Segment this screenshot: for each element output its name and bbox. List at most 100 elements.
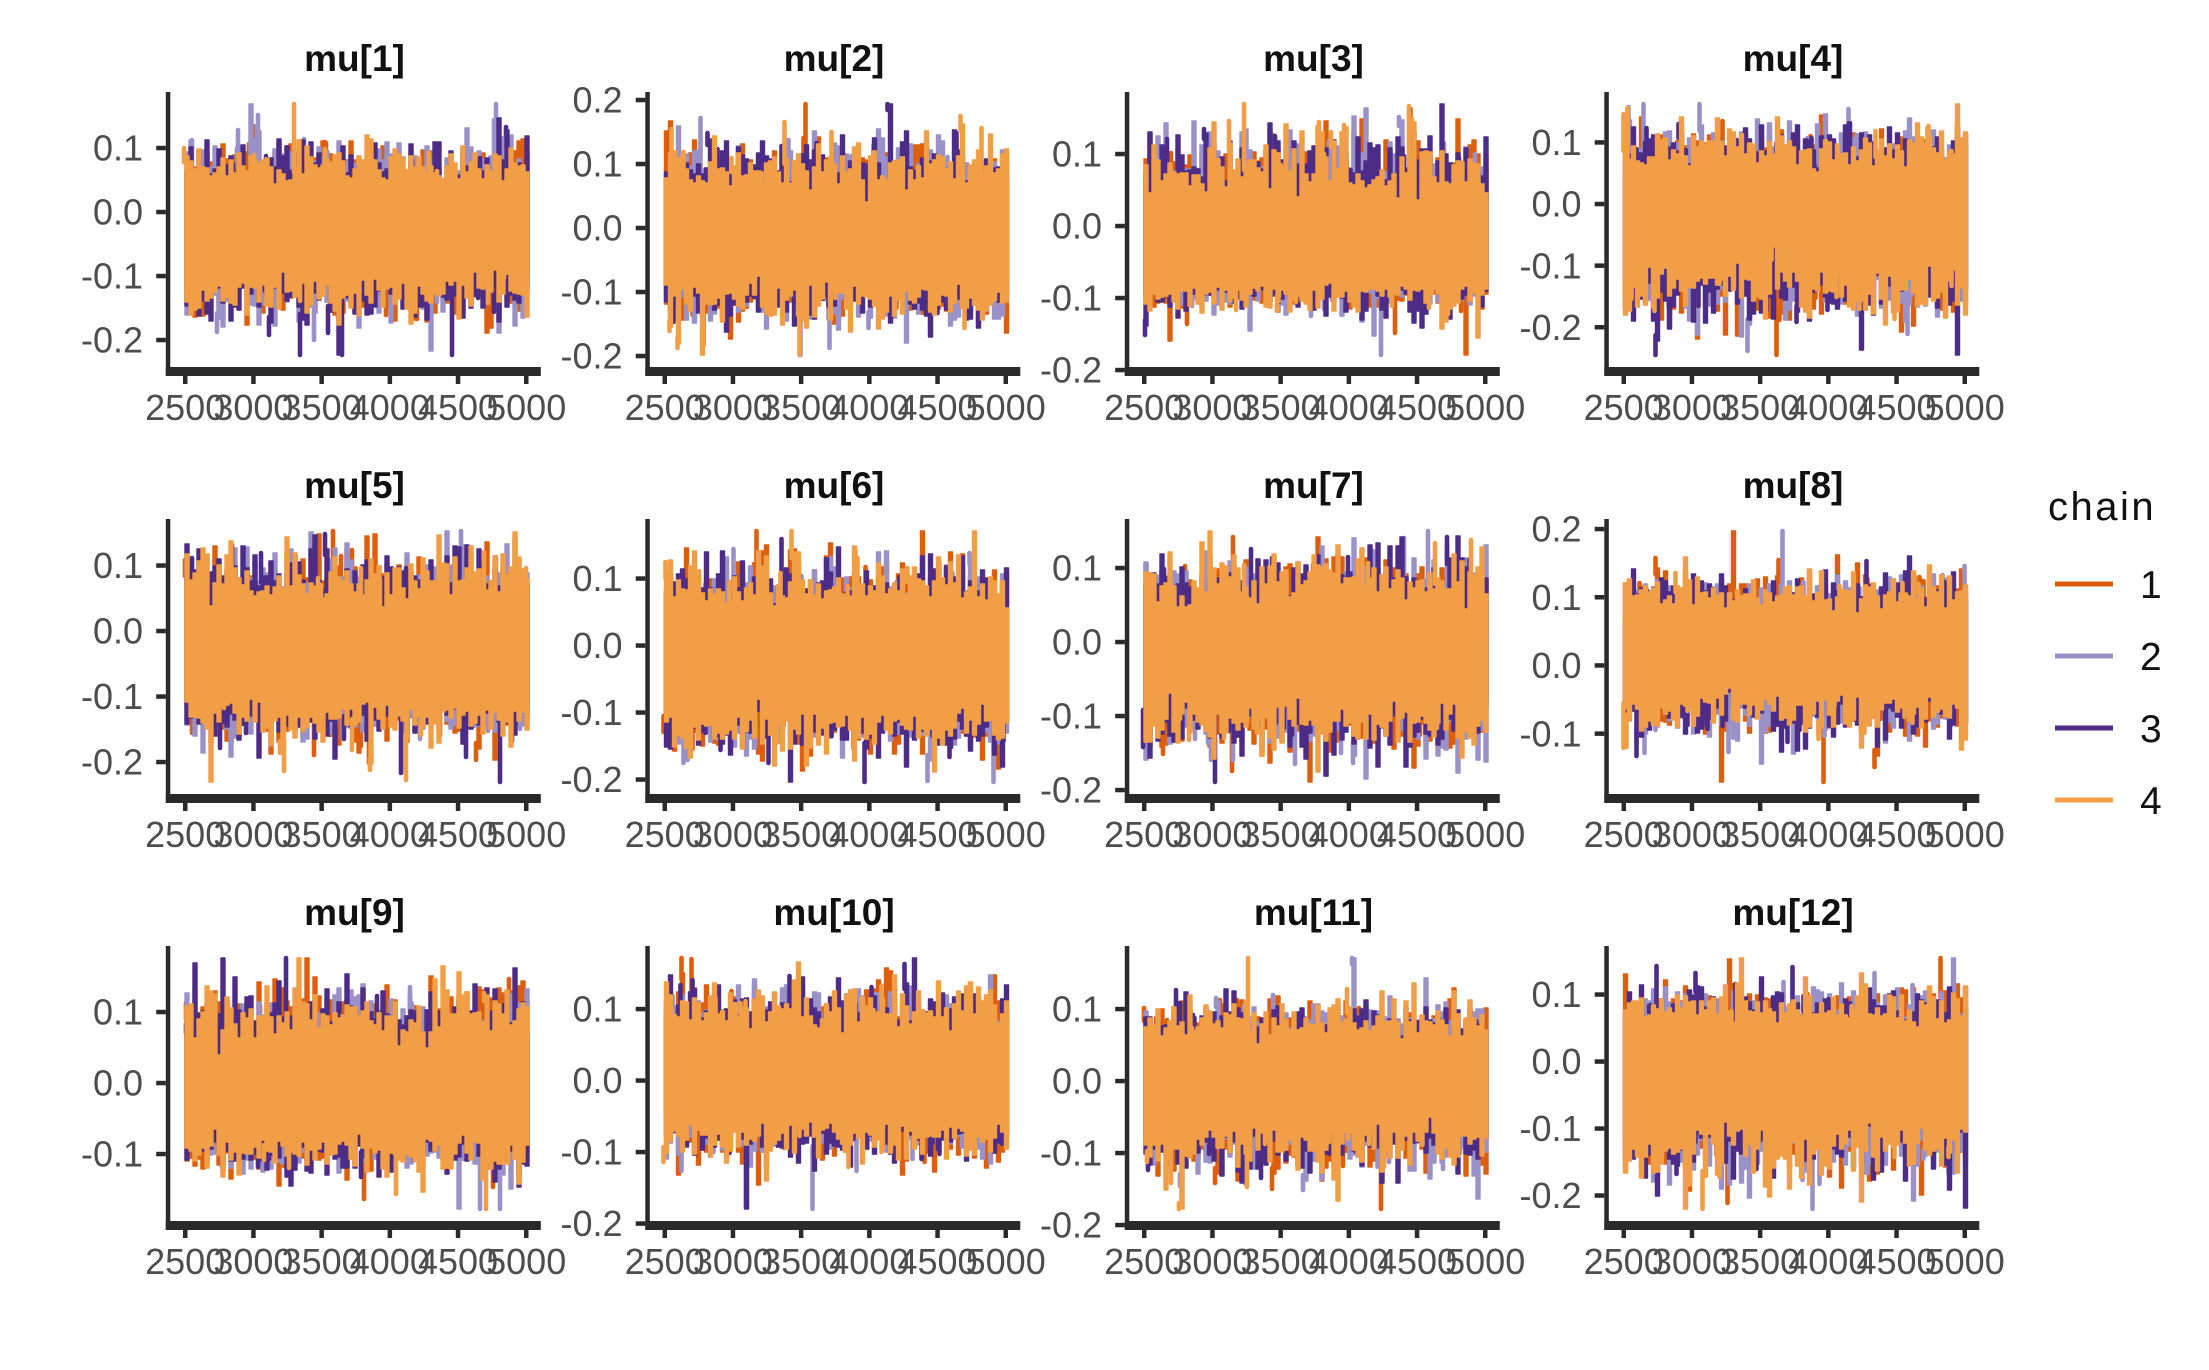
svg-text:chain: chain: [2048, 485, 2156, 529]
svg-text:5000: 5000: [1445, 814, 1525, 855]
svg-text:4500: 4500: [418, 814, 498, 855]
svg-text:4000: 4000: [1309, 387, 1389, 428]
svg-text:0.2: 0.2: [1531, 509, 1581, 550]
svg-text:2500: 2500: [625, 1241, 705, 1282]
svg-text:3000: 3000: [1652, 387, 1732, 428]
svg-text:mu[8]: mu[8]: [1743, 465, 1844, 506]
svg-text:3500: 3500: [761, 814, 841, 855]
svg-text:2500: 2500: [145, 387, 225, 428]
svg-text:2500: 2500: [1584, 1241, 1664, 1282]
svg-text:0.1: 0.1: [1531, 974, 1581, 1015]
svg-text:-0.2: -0.2: [1040, 770, 1102, 811]
svg-text:5000: 5000: [1445, 387, 1525, 428]
svg-text:1: 1: [2140, 564, 2162, 607]
svg-text:3500: 3500: [1241, 814, 1321, 855]
svg-text:4500: 4500: [1856, 387, 1936, 428]
svg-text:-0.1: -0.1: [1040, 696, 1102, 737]
svg-text:0.0: 0.0: [1052, 206, 1102, 247]
svg-text:0.1: 0.1: [572, 144, 622, 185]
svg-text:2: 2: [2140, 636, 2162, 679]
svg-text:3500: 3500: [282, 814, 362, 855]
svg-text:5000: 5000: [486, 1241, 566, 1282]
svg-text:0.0: 0.0: [572, 1060, 622, 1101]
svg-text:2500: 2500: [1584, 814, 1664, 855]
svg-text:0.0: 0.0: [1052, 622, 1102, 663]
svg-text:3000: 3000: [1172, 1241, 1252, 1282]
svg-text:3000: 3000: [1652, 814, 1732, 855]
svg-text:2500: 2500: [145, 814, 225, 855]
svg-text:mu[7]: mu[7]: [1263, 465, 1364, 506]
svg-text:0.1: 0.1: [1531, 577, 1581, 618]
svg-text:0.0: 0.0: [572, 208, 622, 249]
svg-text:0.1: 0.1: [93, 992, 143, 1033]
svg-text:-0.1: -0.1: [81, 1134, 143, 1175]
svg-text:4000: 4000: [829, 1241, 909, 1282]
svg-text:2500: 2500: [1104, 814, 1184, 855]
svg-text:2500: 2500: [1104, 387, 1184, 428]
svg-text:4500: 4500: [897, 387, 977, 428]
svg-text:-0.2: -0.2: [1519, 307, 1581, 348]
svg-text:4000: 4000: [350, 387, 430, 428]
svg-text:3000: 3000: [693, 1241, 773, 1282]
svg-text:0.0: 0.0: [572, 625, 622, 666]
svg-text:mu[9]: mu[9]: [304, 892, 405, 933]
svg-text:5000: 5000: [1925, 387, 2005, 428]
svg-text:-0.2: -0.2: [81, 742, 143, 783]
svg-text:5000: 5000: [486, 814, 566, 855]
svg-text:3000: 3000: [213, 387, 293, 428]
svg-text:-0.1: -0.1: [1040, 278, 1102, 319]
svg-text:0.0: 0.0: [1531, 184, 1581, 225]
svg-text:3000: 3000: [1652, 1241, 1732, 1282]
svg-text:3500: 3500: [1720, 1241, 1800, 1282]
svg-text:5000: 5000: [486, 387, 566, 428]
svg-text:3500: 3500: [761, 387, 841, 428]
svg-text:-0.2: -0.2: [1519, 1175, 1581, 1216]
svg-text:3000: 3000: [1172, 387, 1252, 428]
svg-text:0.0: 0.0: [93, 1063, 143, 1104]
svg-text:0.0: 0.0: [1531, 1041, 1581, 1082]
svg-text:-0.1: -0.1: [560, 1132, 622, 1173]
svg-text:-0.1: -0.1: [1519, 713, 1581, 754]
svg-text:2500: 2500: [625, 814, 705, 855]
svg-text:0.0: 0.0: [93, 192, 143, 233]
svg-text:3500: 3500: [1720, 814, 1800, 855]
svg-text:-0.1: -0.1: [560, 692, 622, 733]
svg-text:0.0: 0.0: [1531, 645, 1581, 686]
svg-text:2500: 2500: [1104, 1241, 1184, 1282]
svg-text:3: 3: [2140, 708, 2162, 751]
svg-text:4500: 4500: [1377, 1241, 1457, 1282]
svg-text:0.1: 0.1: [1052, 989, 1102, 1030]
svg-text:0.1: 0.1: [1052, 134, 1102, 175]
svg-text:-0.1: -0.1: [81, 676, 143, 717]
svg-text:5000: 5000: [1925, 1241, 2005, 1282]
svg-text:4500: 4500: [1856, 814, 1936, 855]
svg-text:4000: 4000: [350, 1241, 430, 1282]
svg-text:4000: 4000: [1788, 387, 1868, 428]
svg-text:mu[6]: mu[6]: [784, 465, 885, 506]
svg-text:4000: 4000: [1788, 814, 1868, 855]
svg-text:-0.1: -0.1: [1040, 1133, 1102, 1174]
svg-text:3000: 3000: [1172, 814, 1252, 855]
svg-text:4: 4: [2140, 780, 2162, 823]
svg-text:-0.1: -0.1: [1519, 1108, 1581, 1149]
svg-text:0.1: 0.1: [1531, 122, 1581, 163]
svg-text:3500: 3500: [1241, 387, 1321, 428]
svg-text:0.0: 0.0: [1052, 1061, 1102, 1102]
svg-text:3500: 3500: [761, 1241, 841, 1282]
svg-text:5000: 5000: [966, 1241, 1046, 1282]
svg-text:4000: 4000: [1309, 1241, 1389, 1282]
svg-text:3500: 3500: [282, 1241, 362, 1282]
svg-text:0.2: 0.2: [572, 80, 622, 121]
svg-text:-0.2: -0.2: [1040, 1205, 1102, 1246]
svg-text:2500: 2500: [1584, 387, 1664, 428]
svg-text:0.1: 0.1: [93, 545, 143, 586]
svg-text:-0.1: -0.1: [81, 256, 143, 297]
svg-text:4000: 4000: [1788, 1241, 1868, 1282]
svg-text:5000: 5000: [1925, 814, 2005, 855]
svg-text:-0.2: -0.2: [81, 320, 143, 361]
svg-text:mu[1]: mu[1]: [304, 38, 405, 79]
svg-text:5000: 5000: [1445, 1241, 1525, 1282]
svg-text:4000: 4000: [829, 387, 909, 428]
svg-text:3000: 3000: [213, 1241, 293, 1282]
svg-text:-0.2: -0.2: [1040, 350, 1102, 391]
